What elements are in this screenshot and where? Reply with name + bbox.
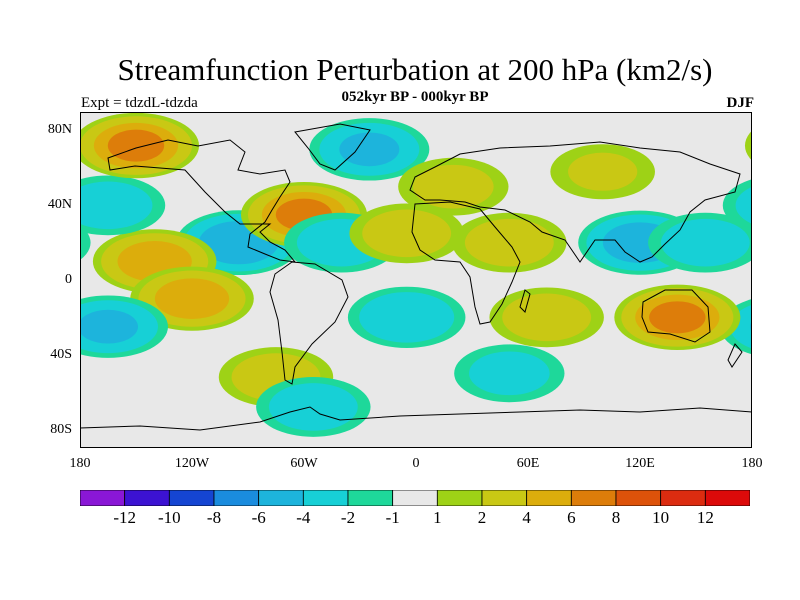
colorbar-swatch xyxy=(615,490,662,506)
contour-band xyxy=(359,292,455,343)
contour-feature-19 xyxy=(489,287,604,348)
colorbar-label: -4 xyxy=(296,508,311,527)
contour-band xyxy=(735,186,752,224)
contour-band xyxy=(568,152,638,191)
x-tick-180e: 180 xyxy=(741,456,763,471)
contour-band xyxy=(268,383,358,431)
contour-feature-10 xyxy=(256,377,371,437)
x-tick-180w: 180 xyxy=(69,456,91,471)
experiment-label: Expt = tdzdL-tdzda xyxy=(81,95,198,111)
x-tick-0: 0 xyxy=(412,456,420,471)
colorbar-swatch xyxy=(258,490,304,506)
plot-subtitle: 052kyr BP - 000kyr BP xyxy=(341,89,489,105)
colorbar-swatch xyxy=(80,490,126,506)
contour-band xyxy=(744,130,752,161)
colorbar-swatch xyxy=(347,490,394,506)
colorbar-label: -8 xyxy=(206,508,222,527)
contour-band xyxy=(502,293,592,342)
y-tick-40S: 40S xyxy=(50,347,72,362)
africa-coastline xyxy=(411,201,521,325)
colorbar-swatch xyxy=(570,490,617,506)
colorbar-label: 10 xyxy=(652,508,670,527)
y-tick-80N: 80N xyxy=(47,122,72,137)
map-plot xyxy=(80,112,752,448)
colorbar-swatch xyxy=(526,490,572,506)
x-tick-60W: 60W xyxy=(290,456,318,471)
colorbar-label: -10 xyxy=(157,508,181,527)
contour-feature-15 xyxy=(550,144,655,200)
contour-band xyxy=(339,132,400,167)
antarctica-coastline xyxy=(80,406,752,431)
colorbar-swatch xyxy=(436,490,483,506)
y-tick-0: 0 xyxy=(65,272,72,287)
contour-band xyxy=(80,309,138,344)
contour-feature-18 xyxy=(614,284,741,350)
colorbar-label: -6 xyxy=(251,508,266,527)
colorbar-swatch xyxy=(704,490,750,506)
colorbar-label: 4 xyxy=(522,508,531,527)
contour-feature-6 xyxy=(309,118,430,181)
x-tick-60E: 60E xyxy=(516,456,540,471)
eurasia-coastline xyxy=(409,141,741,263)
contour-feature-17 xyxy=(80,212,752,273)
contour-band xyxy=(107,129,165,162)
y-tick-80S: 80S xyxy=(50,422,72,437)
colorbar-label: -1 xyxy=(385,508,400,527)
colorbar-swatch xyxy=(660,490,706,506)
colorbar-label: -2 xyxy=(340,508,356,527)
x-tick-120W: 120W xyxy=(174,456,210,471)
x-tick-120E: 120E xyxy=(625,456,655,471)
contour-band xyxy=(413,164,494,209)
north-america-coastline xyxy=(107,139,297,263)
colorbar-label: 12 xyxy=(696,508,714,527)
greenland-coastline xyxy=(294,123,371,171)
colorbar-label: 1 xyxy=(433,508,442,527)
contour-feature-12 xyxy=(349,203,464,264)
colorbar-swatch xyxy=(302,490,349,506)
season-label: DJF xyxy=(726,95,755,111)
madagascar-coastline xyxy=(519,289,531,313)
coastlines xyxy=(80,123,752,431)
colorbar-label: 2 xyxy=(477,508,487,527)
contour-feature-13 xyxy=(452,212,567,273)
colorbar-label: 6 xyxy=(567,508,576,527)
contour-band xyxy=(80,181,153,230)
plot-title: Streamfunction Perturbation at 200 hPa (… xyxy=(117,52,713,87)
contour-feature-20 xyxy=(454,344,565,403)
contour-fills xyxy=(80,112,752,437)
contour-feature-3 xyxy=(80,175,752,236)
contour-band xyxy=(649,301,706,334)
colorbar-swatch xyxy=(481,490,528,506)
colorbar-swatch xyxy=(392,490,438,506)
contour-band xyxy=(464,218,554,267)
map-border xyxy=(80,112,752,448)
contour-band xyxy=(469,351,550,396)
contour-feature-11 xyxy=(347,286,466,348)
colorbar-label: -12 xyxy=(113,508,136,527)
contour-band xyxy=(80,225,91,260)
contour-feature-14 xyxy=(398,157,509,216)
new-zealand-coastline xyxy=(727,343,743,368)
australia-coastline xyxy=(641,289,711,343)
contour-band xyxy=(154,278,230,319)
south-america-coastline xyxy=(269,261,349,385)
colorbar xyxy=(80,490,750,506)
colorbar-swatch xyxy=(213,490,260,506)
contour-band xyxy=(660,218,750,267)
contour-band xyxy=(362,209,452,258)
y-tick-40N: 40N xyxy=(47,197,72,212)
colorbar-swatch xyxy=(168,490,215,506)
colorbar-swatch xyxy=(124,490,170,506)
colorbar-label: 8 xyxy=(611,508,621,527)
